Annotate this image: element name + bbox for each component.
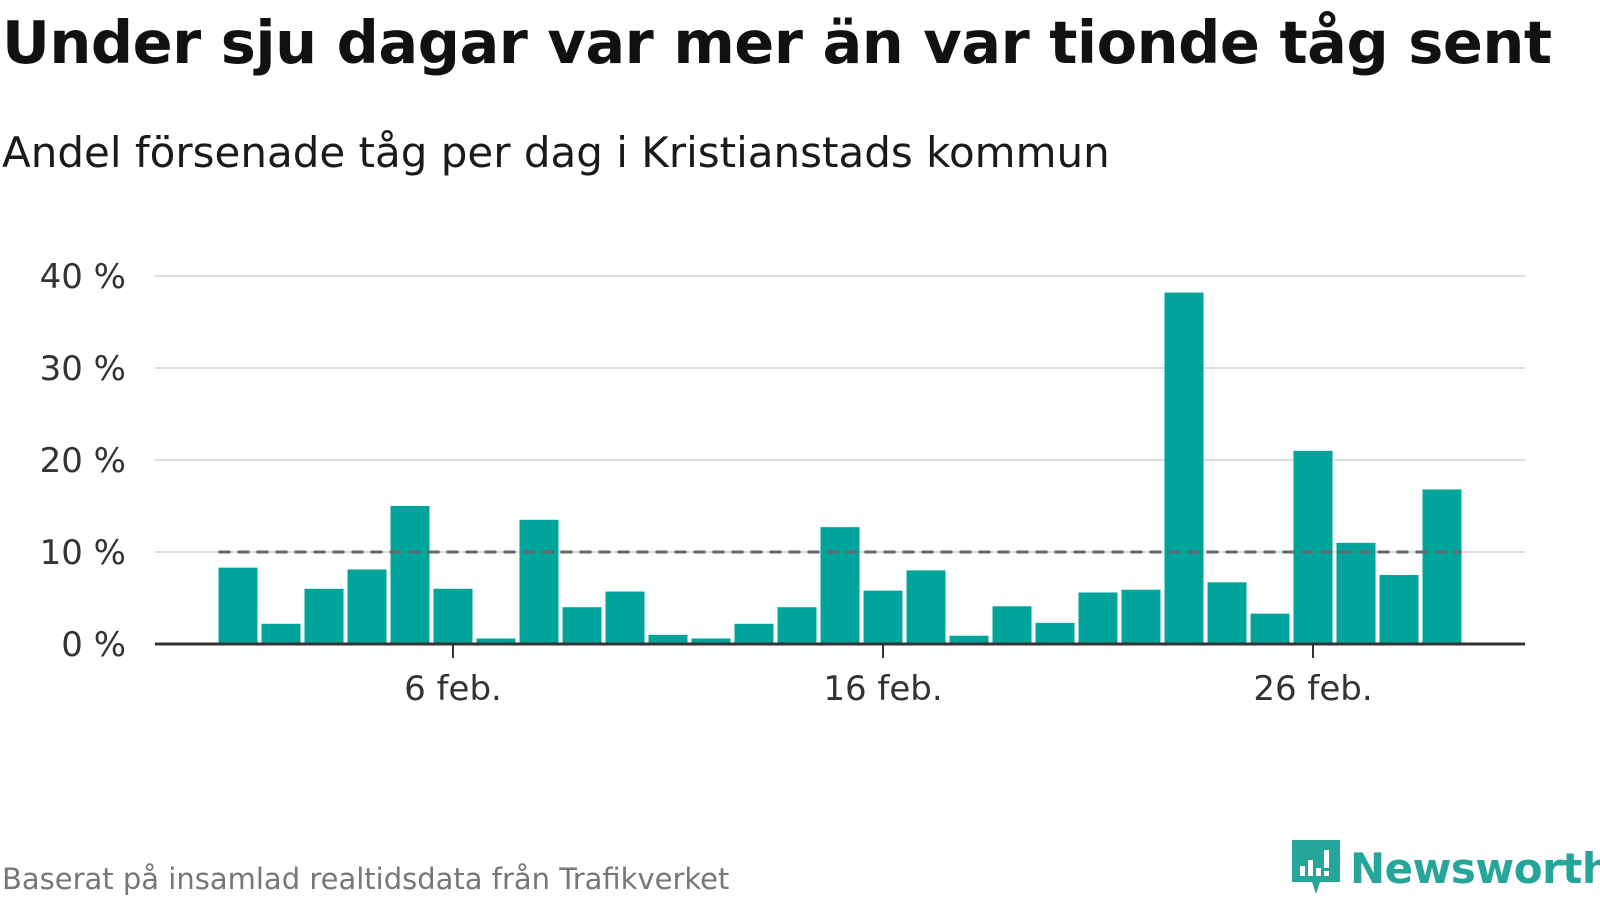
bar	[519, 519, 559, 644]
x-tick-label: 16 feb.	[823, 669, 942, 709]
bar	[1164, 292, 1204, 644]
bar	[1121, 589, 1161, 644]
bar	[1207, 582, 1247, 644]
y-tick-label: 0 %	[61, 625, 126, 665]
bar	[863, 590, 903, 644]
bar	[691, 638, 731, 644]
bar	[562, 607, 602, 644]
bar	[949, 635, 989, 644]
bar	[906, 570, 946, 644]
bar	[261, 623, 301, 644]
bar	[648, 634, 688, 644]
brand-logo: Newsworthy	[1290, 838, 1600, 898]
chart-subtitle: Andel försenade tåg per dag i Kristianst…	[2, 128, 1110, 177]
y-tick-label: 20 %	[40, 441, 126, 481]
newsworthy-logo-icon	[1292, 840, 1340, 894]
bar	[605, 591, 645, 644]
bar	[1336, 542, 1376, 644]
bar	[476, 638, 516, 644]
bar	[304, 588, 344, 644]
bar	[390, 506, 430, 644]
bar	[992, 606, 1032, 644]
bar	[734, 623, 774, 644]
bar	[1078, 592, 1118, 644]
bar	[347, 569, 387, 644]
bar	[1293, 450, 1333, 644]
bar	[218, 567, 258, 644]
y-tick-label: 30 %	[40, 349, 126, 389]
bar	[1422, 489, 1462, 644]
bar	[433, 588, 473, 644]
bar	[1250, 613, 1290, 644]
bar	[777, 607, 817, 644]
y-tick-label: 10 %	[40, 533, 126, 573]
brand-name: Newsworthy	[1350, 843, 1600, 893]
bar-chart: 0 % 10 % 20 % 30 % 40 % 6 feb. 16 feb. 26 feb.	[40, 257, 1525, 709]
x-tick-label: 6 feb.	[404, 669, 502, 709]
x-tick-label: 26 feb.	[1253, 669, 1372, 709]
source-note: Baserat på insamlad realtidsdata från Tr…	[2, 862, 730, 896]
bar	[820, 527, 860, 644]
bar	[1379, 575, 1419, 644]
y-tick-label: 40 %	[40, 257, 126, 297]
bar	[1035, 622, 1075, 644]
chart-title: Under sju dagar var mer än var tionde tå…	[2, 8, 1552, 77]
